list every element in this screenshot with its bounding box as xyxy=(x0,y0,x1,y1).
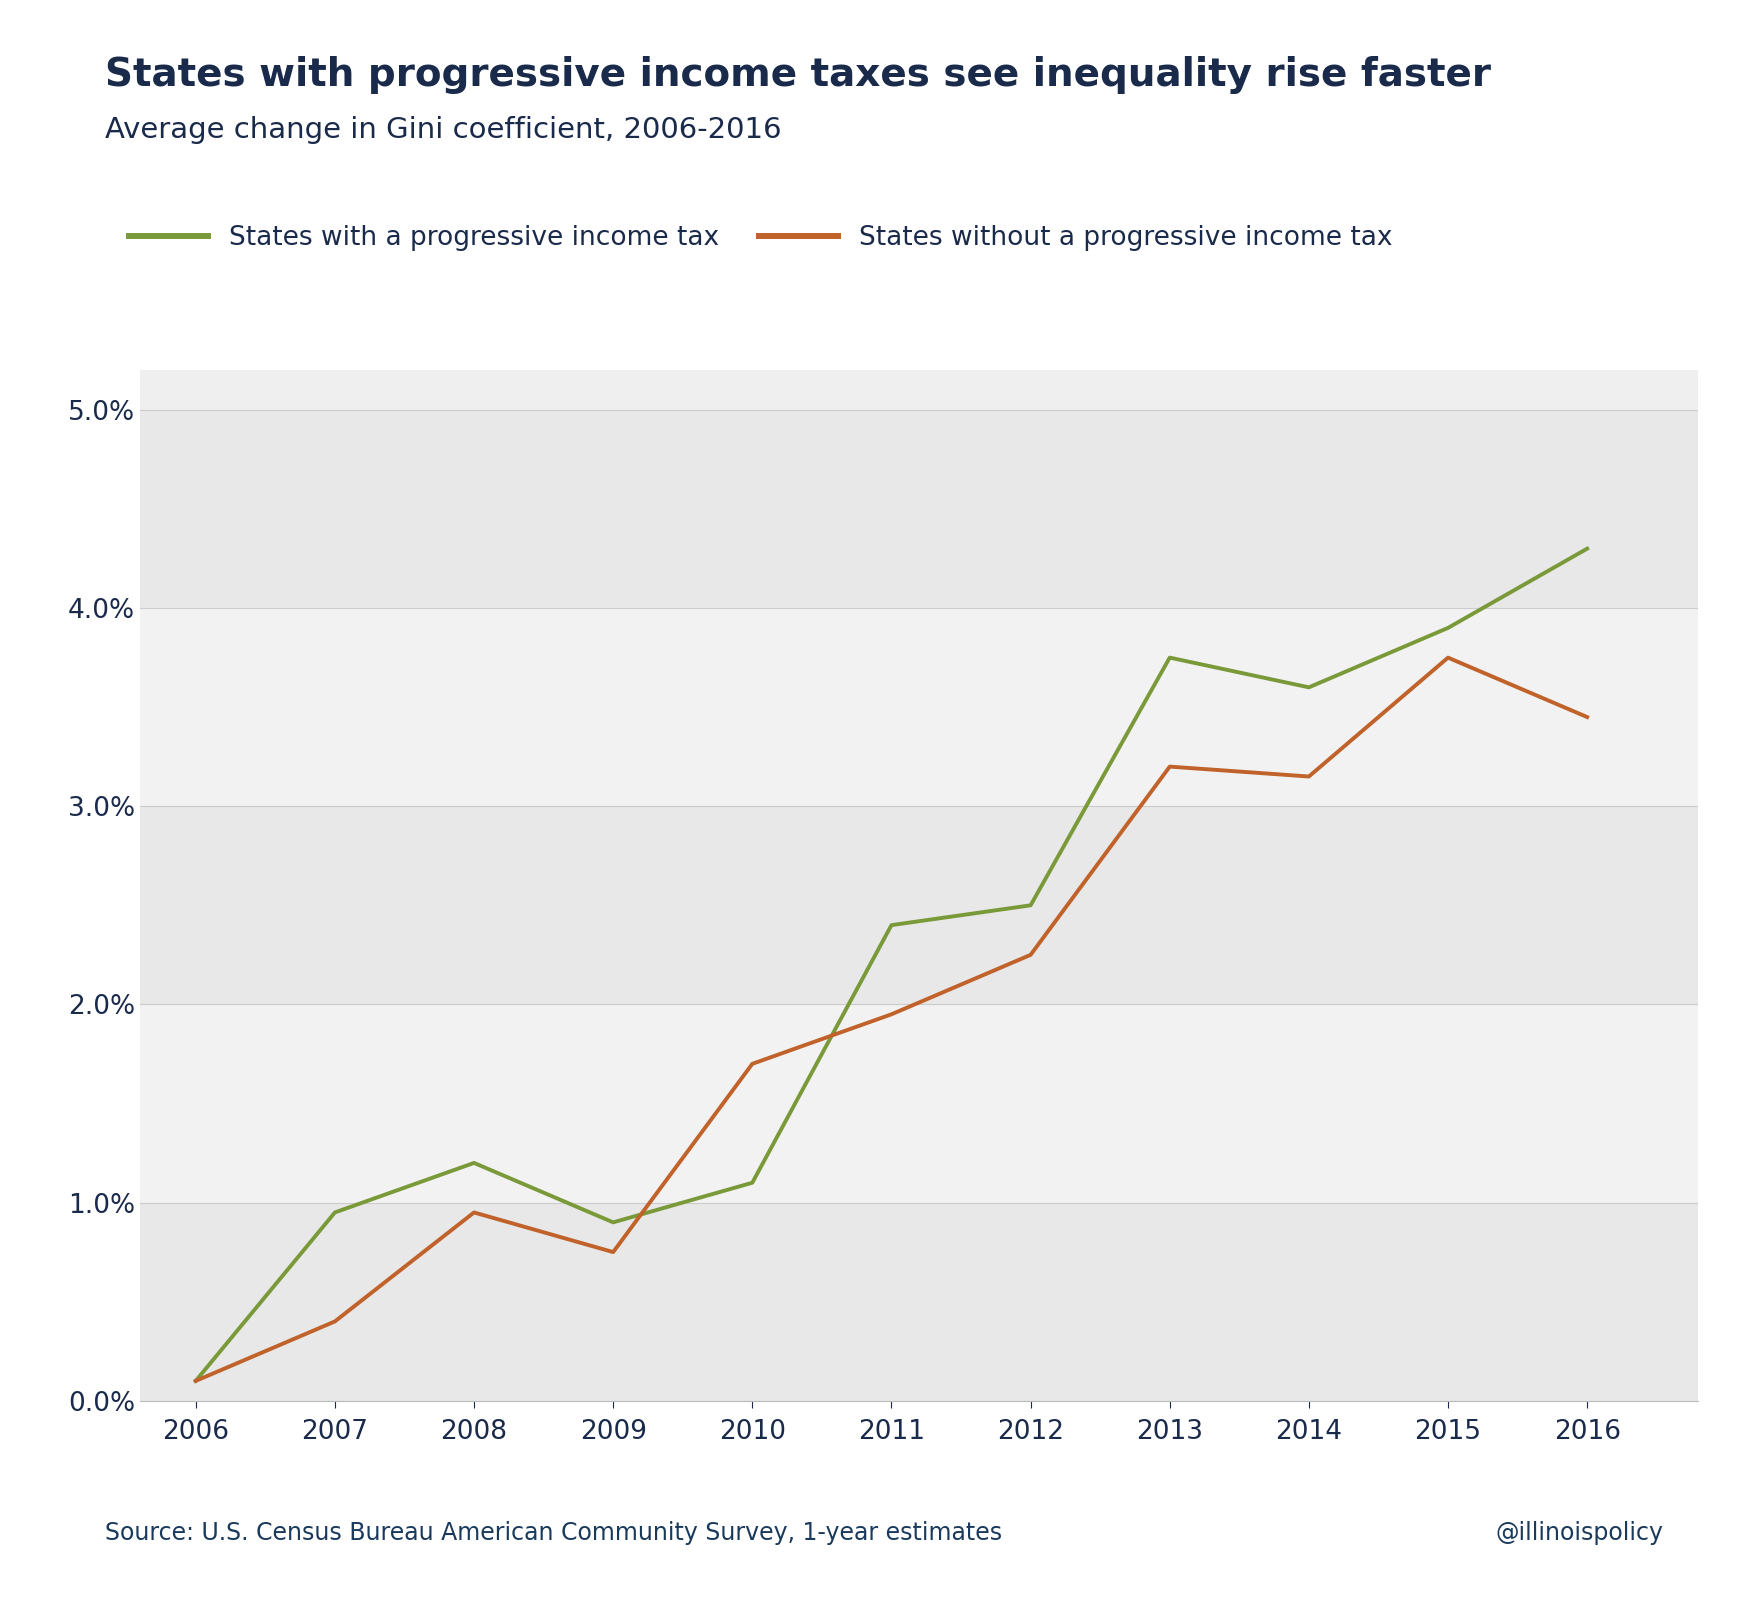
Text: Average change in Gini coefficient, 2006-2016: Average change in Gini coefficient, 2006… xyxy=(105,116,781,143)
Bar xyxy=(140,609,1698,807)
Legend: States with a progressive income tax, States without a progressive income tax: States with a progressive income tax, St… xyxy=(119,214,1403,261)
Text: States with progressive income taxes see inequality rise faster: States with progressive income taxes see… xyxy=(105,56,1492,95)
Text: Source: U.S. Census Bureau American Community Survey, 1-year estimates: Source: U.S. Census Bureau American Comm… xyxy=(105,1521,1002,1546)
Bar xyxy=(140,1005,1698,1203)
Bar xyxy=(140,411,1698,609)
Bar xyxy=(140,807,1698,1005)
Bar xyxy=(140,1203,1698,1401)
Text: @illinoispolicy: @illinoispolicy xyxy=(1495,1521,1663,1546)
